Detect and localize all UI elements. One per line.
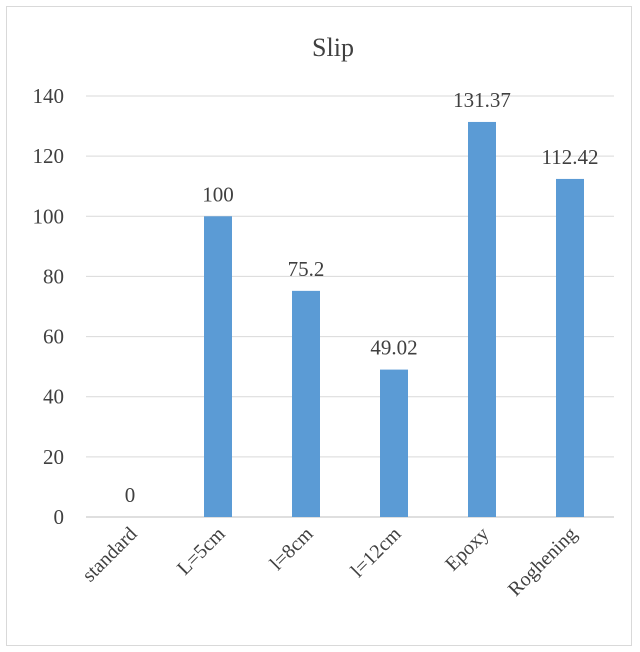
y-tick-label: 40 bbox=[43, 385, 64, 409]
chart-title: Slip bbox=[312, 33, 354, 62]
bar bbox=[204, 216, 232, 518]
y-tick-label: 20 bbox=[43, 445, 64, 469]
data-label: 131.37 bbox=[453, 88, 511, 112]
category-label: Roghening bbox=[504, 523, 582, 601]
data-label: 100 bbox=[202, 182, 234, 206]
gridlines bbox=[86, 95, 614, 518]
y-tick-label: 120 bbox=[33, 144, 65, 168]
category-label: Epoxy bbox=[441, 523, 493, 575]
category-label: standard bbox=[78, 523, 141, 586]
y-tick-label: 60 bbox=[43, 325, 64, 349]
x-axis-categories: standard L=5cm l=8cm l=12cm Epoxy Roghening bbox=[78, 523, 581, 601]
bar bbox=[292, 290, 320, 517]
data-labels: 0 100 75.2 49.02 131.37 112.42 bbox=[125, 88, 599, 507]
bar bbox=[380, 369, 408, 517]
y-tick-label: 80 bbox=[43, 264, 64, 288]
bar bbox=[556, 178, 584, 517]
category-label: l=8cm bbox=[266, 523, 318, 575]
data-label: 112.42 bbox=[542, 145, 599, 169]
category-label: l=12cm bbox=[347, 523, 406, 582]
category-label: L=5cm bbox=[173, 523, 230, 580]
y-tick-label: 0 bbox=[54, 505, 65, 529]
bar bbox=[468, 121, 496, 517]
data-label: 0 bbox=[125, 483, 136, 507]
y-axis-ticks: 0 20 40 60 80 100 120 140 bbox=[33, 84, 65, 529]
y-tick-label: 140 bbox=[33, 84, 65, 108]
data-label: 49.02 bbox=[370, 336, 417, 360]
y-tick-label: 100 bbox=[33, 204, 65, 228]
data-label: 75.2 bbox=[288, 257, 325, 281]
bars bbox=[204, 121, 584, 518]
